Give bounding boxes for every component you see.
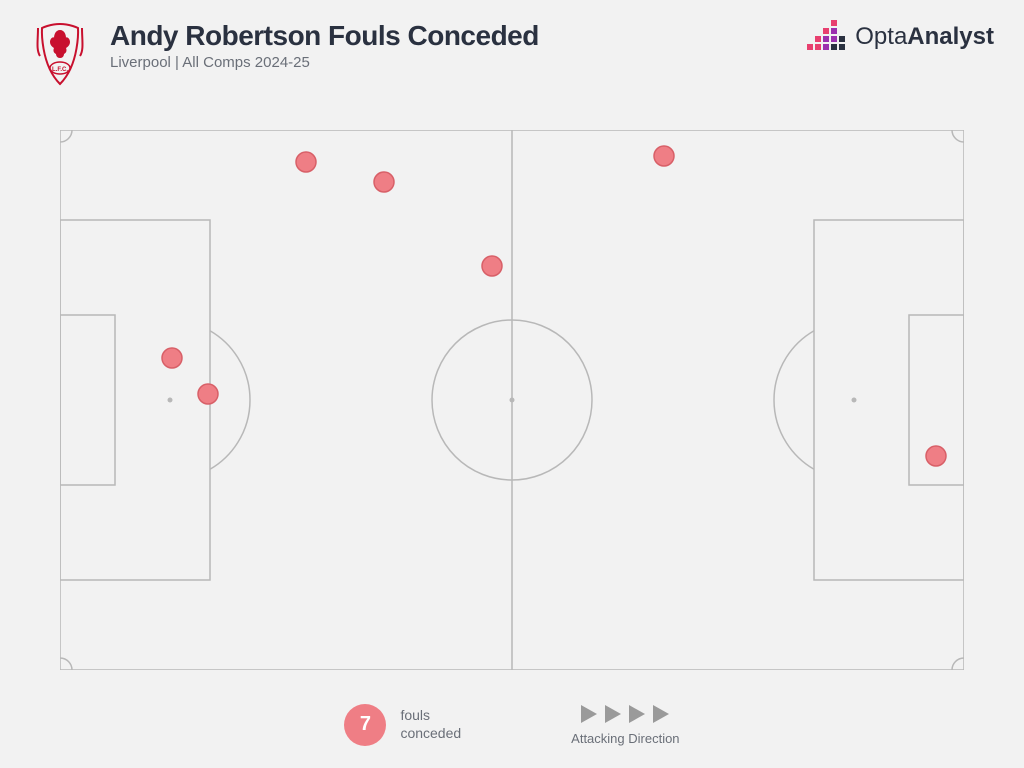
foul-marker <box>926 446 946 466</box>
footer: 7 fouls conceded Attacking Direction <box>0 703 1024 746</box>
svg-text:L.F.C.: L.F.C. <box>52 67 68 73</box>
opta-wordmark: OptaAnalyst <box>855 23 994 51</box>
foul-marker <box>162 348 182 368</box>
foul-count-label: fouls conceded <box>400 707 461 742</box>
attack-arrows-icon <box>579 703 671 725</box>
pitch-svg <box>60 130 964 670</box>
chart-title: Andy Robertson Fouls Conceded <box>110 20 807 52</box>
title-block: Andy Robertson Fouls Conceded Liverpool … <box>110 20 807 71</box>
opta-analyst-logo: OptaAnalyst <box>807 20 994 54</box>
foul-marker <box>198 384 218 404</box>
chart-subtitle: Liverpool | All Comps 2024-25 <box>110 54 807 71</box>
foul-count-summary: 7 fouls conceded <box>344 704 461 746</box>
pitch-map <box>60 130 964 670</box>
header: L.F.C. Andy Robertson Fouls Conceded Liv… <box>30 20 994 100</box>
foul-count-badge: 7 <box>344 704 386 746</box>
foul-marker <box>296 152 316 172</box>
opta-mark-icon <box>807 20 847 54</box>
attacking-direction: Attacking Direction <box>571 703 679 746</box>
foul-marker <box>482 256 502 276</box>
foul-count-label-line2: conceded <box>400 725 461 743</box>
opta-word-light: Opta <box>855 23 907 50</box>
attack-direction-label: Attacking Direction <box>571 731 679 746</box>
foul-marker <box>374 172 394 192</box>
foul-marker <box>654 146 674 166</box>
foul-count-label-line1: fouls <box>400 707 461 725</box>
opta-word-bold: Analyst <box>907 23 994 50</box>
liverpool-crest-icon: L.F.C. <box>30 20 90 100</box>
